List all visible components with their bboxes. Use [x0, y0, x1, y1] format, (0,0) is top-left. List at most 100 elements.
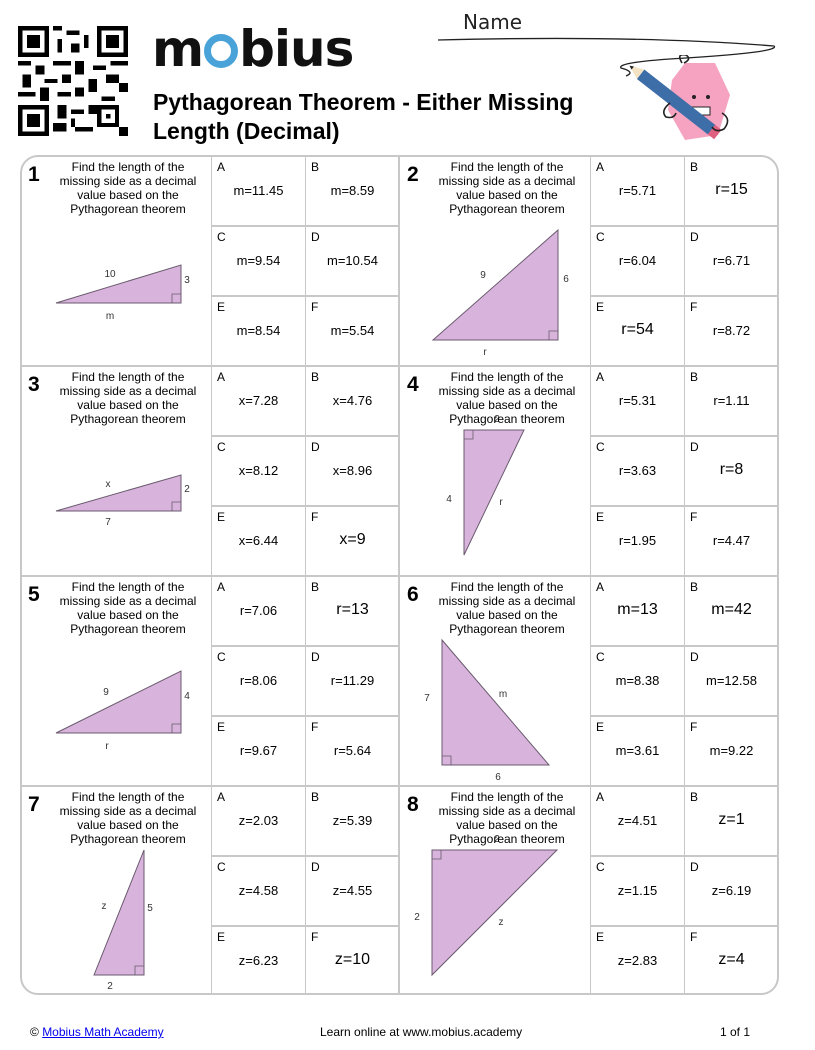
answer-letter: C	[596, 440, 605, 454]
answer-option-e[interactable]: E x=6.44	[211, 507, 305, 575]
answer-option-f[interactable]: F r=4.47	[684, 507, 777, 575]
answer-option-f[interactable]: F x=9	[305, 507, 399, 575]
answer-option-a[interactable]: A z=4.51	[590, 787, 684, 857]
answer-option-d[interactable]: D r=8	[684, 437, 777, 507]
answer-option-c[interactable]: C r=8.06	[211, 647, 305, 717]
answer-option-d[interactable]: D m=12.58	[684, 647, 777, 717]
triangle-side-label: r	[105, 741, 109, 752]
answer-value: r=5.64	[333, 743, 372, 758]
answer-letter: D	[311, 440, 320, 454]
answer-option-f[interactable]: F z=4	[684, 927, 777, 993]
triangle-side-label: 3	[184, 275, 190, 286]
answer-letter: D	[311, 860, 320, 874]
triangle-side-label: 6	[495, 772, 501, 783]
answer-option-e[interactable]: E r=54	[590, 297, 684, 365]
triangle-side-label: r	[499, 497, 503, 508]
right-triangle-diagram: 2 2 z	[414, 834, 559, 977]
answer-option-c[interactable]: C m=8.38	[590, 647, 684, 717]
answer-option-e[interactable]: E r=9.67	[211, 717, 305, 785]
answer-option-e[interactable]: E r=1.95	[590, 507, 684, 575]
question-number: 4	[407, 373, 419, 396]
answer-option-a[interactable]: A r=7.06	[211, 577, 305, 647]
answer-option-d[interactable]: D r=6.71	[684, 227, 777, 297]
answer-option-c[interactable]: C r=6.04	[590, 227, 684, 297]
answer-value: z=10	[334, 951, 371, 968]
answer-option-e[interactable]: E z=2.83	[590, 927, 684, 993]
answer-letter: A	[217, 160, 226, 174]
answer-option-f[interactable]: F z=10	[305, 927, 399, 993]
problem-7: z 5 2 7 Find the length of the missing sid…	[22, 787, 400, 993]
answer-option-a[interactable]: A m=13	[590, 577, 684, 647]
answer-letter: D	[690, 650, 699, 664]
copyright-symbol: ©	[30, 1025, 39, 1039]
answer-value: m=8.59	[330, 183, 375, 198]
answer-option-c[interactable]: C z=1.15	[590, 857, 684, 927]
answer-letter: B	[690, 580, 699, 594]
answer-option-d[interactable]: D r=11.29	[305, 647, 399, 717]
triangle-side-label: r	[483, 347, 487, 358]
answer-option-b[interactable]: B z=5.39	[305, 787, 399, 857]
answer-option-b[interactable]: B z=1	[684, 787, 777, 857]
answer-letter: D	[690, 860, 699, 874]
answer-option-b[interactable]: B m=8.59	[305, 157, 399, 227]
answer-option-c[interactable]: C m=9.54	[211, 227, 305, 297]
answer-option-d[interactable]: D z=4.55	[305, 857, 399, 927]
answer-option-b[interactable]: B r=15	[684, 157, 777, 227]
problem-4: 2 4 r 4 Find the length of the missing sid…	[401, 367, 777, 575]
answer-option-c[interactable]: C r=3.63	[590, 437, 684, 507]
answer-option-f[interactable]: F m=9.22	[684, 717, 777, 785]
answer-option-c[interactable]: C z=4.58	[211, 857, 305, 927]
answer-value: r=8.72	[712, 323, 751, 338]
answer-letter: A	[596, 790, 605, 804]
answer-option-b[interactable]: B x=4.76	[305, 367, 399, 437]
question-number: 7	[28, 793, 40, 816]
answer-value: m=5.54	[330, 323, 375, 338]
answer-letter: C	[596, 860, 605, 874]
answer-letter: E	[596, 930, 605, 944]
answer-option-e[interactable]: E m=3.61	[590, 717, 684, 785]
answer-value: z=4.58	[238, 883, 279, 898]
answer-option-f[interactable]: F r=8.72	[684, 297, 777, 365]
answer-option-f[interactable]: F r=5.64	[305, 717, 399, 785]
answer-letter: F	[311, 720, 319, 734]
answer-letter: B	[311, 790, 320, 804]
right-triangle-diagram: 10 3 m	[55, 264, 190, 322]
answer-option-b[interactable]: B m=42	[684, 577, 777, 647]
right-triangle-diagram: 7 m 6	[424, 638, 551, 783]
answer-value: m=8.54	[236, 323, 281, 338]
triangle-side-label: z	[102, 901, 107, 912]
answer-value: r=54	[621, 321, 654, 338]
answer-value: r=3.63	[618, 463, 657, 478]
problem-1: 10 3 m 1 Find the length of the missing si…	[22, 157, 400, 365]
mobius-academy-link[interactable]: Mobius Math Academy	[42, 1025, 164, 1039]
answer-option-e[interactable]: E z=6.23	[211, 927, 305, 993]
worksheet-grid: 10 3 m 1 Find the length of the missing si…	[20, 155, 779, 995]
answer-value: x=8.12	[238, 463, 279, 478]
answer-option-d[interactable]: D x=8.96	[305, 437, 399, 507]
answer-letter: C	[217, 230, 226, 244]
logo-o-icon	[204, 34, 239, 68]
question-prompt: Find the length of the missing side as a…	[59, 790, 197, 846]
answer-option-a[interactable]: A r=5.31	[590, 367, 684, 437]
answer-option-c[interactable]: C x=8.12	[211, 437, 305, 507]
right-angle-marker	[432, 850, 442, 860]
answer-option-a[interactable]: A m=11.45	[211, 157, 305, 227]
footer-copyright: © Mobius Math Academy	[30, 1025, 164, 1039]
answer-option-d[interactable]: D z=6.19	[684, 857, 777, 927]
answer-option-f[interactable]: F m=5.54	[305, 297, 399, 365]
mobius-logo: m bius	[152, 20, 354, 78]
answer-option-a[interactable]: A r=5.71	[590, 157, 684, 227]
right-angle-marker	[134, 965, 144, 975]
answer-option-a[interactable]: A z=2.03	[211, 787, 305, 857]
answer-letter: D	[311, 230, 320, 244]
answer-option-a[interactable]: A x=7.28	[211, 367, 305, 437]
question-prompt: Find the length of the missing side as a…	[438, 160, 576, 216]
triangle-side-label: 2	[494, 414, 500, 425]
answer-option-b[interactable]: B r=1.11	[684, 367, 777, 437]
answer-option-e[interactable]: E m=8.54	[211, 297, 305, 365]
question-prompt: Find the length of the missing side as a…	[59, 160, 197, 216]
answer-value: z=6.19	[711, 883, 752, 898]
answer-option-d[interactable]: D m=10.54	[305, 227, 399, 297]
answer-option-b[interactable]: B r=13	[305, 577, 399, 647]
answer-letter: C	[596, 230, 605, 244]
